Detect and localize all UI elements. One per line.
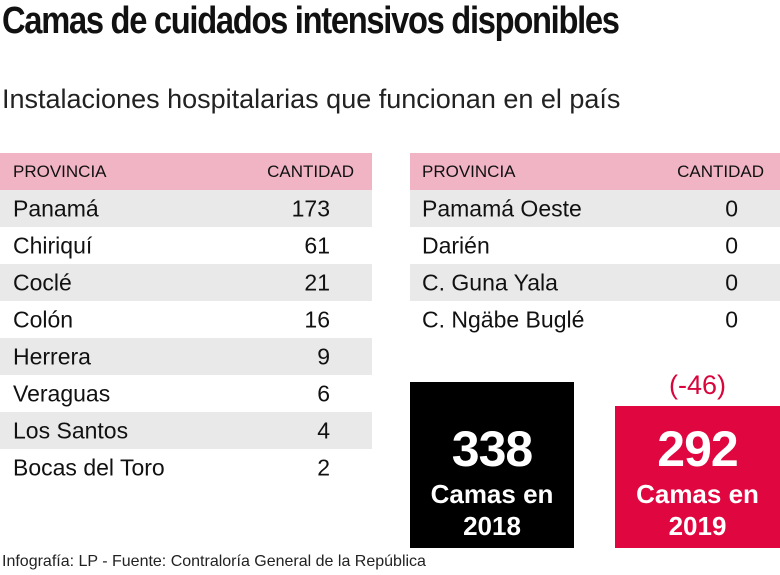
province: Bocas del Toro bbox=[13, 454, 165, 480]
province: Colón bbox=[13, 306, 74, 332]
column-header: PROVINCIA bbox=[13, 161, 107, 181]
province: Chiriquí bbox=[13, 232, 93, 258]
count: 0 bbox=[725, 269, 738, 295]
column-header: CANTIDAD bbox=[677, 161, 764, 181]
footer: Infografía: LP - Fuente: Contraloría Gen… bbox=[2, 553, 426, 570]
subtitle: Instalaciones hospitalarias que funciona… bbox=[2, 84, 621, 114]
province: C. Ngäbe Buglé bbox=[422, 306, 585, 332]
total-year: 2019 bbox=[668, 511, 727, 541]
table-row: Colón 16 bbox=[0, 301, 372, 338]
change: (-46) bbox=[668, 370, 726, 400]
column-header: PROVINCIA bbox=[422, 161, 516, 181]
header-row: PROVINCIA CANTIDAD bbox=[410, 153, 780, 190]
header-row: PROVINCIA CANTIDAD bbox=[0, 153, 372, 190]
province: C. Guna Yala bbox=[422, 269, 558, 295]
count: 2 bbox=[317, 454, 330, 480]
table-row: Panamá 173 bbox=[0, 190, 372, 227]
table-row: C. Ngäbe Buglé 0 bbox=[410, 301, 780, 338]
total-label: Camas en bbox=[430, 479, 554, 509]
title: Camas de cuidados intensivos disponibles bbox=[2, 0, 620, 42]
table-row: Herrera 9 bbox=[0, 338, 372, 375]
total-label: Camas en bbox=[636, 479, 759, 509]
count: 0 bbox=[725, 306, 738, 332]
table: PROVINCIA CANTIDAD Pamamá Oeste 0 Darién 0 C. … bbox=[410, 153, 780, 338]
province: Panamá bbox=[13, 195, 99, 221]
total-box: 338 Camas en 2018 bbox=[410, 382, 574, 548]
table-row: Chiriquí 61 bbox=[0, 227, 372, 264]
count: 61 bbox=[304, 232, 330, 258]
table-row: Los Santos 4 bbox=[0, 412, 372, 449]
count: 173 bbox=[291, 195, 330, 221]
count: 9 bbox=[317, 343, 330, 369]
table-row: Bocas del Toro 2 bbox=[0, 449, 372, 486]
count: 0 bbox=[725, 232, 738, 258]
table: PROVINCIA CANTIDAD Panamá 173 Chiriquí 61 Cocl… bbox=[0, 153, 372, 486]
total-year: 2018 bbox=[463, 511, 521, 541]
province: Darién bbox=[422, 232, 490, 258]
total-box: 292 Camas en 2019 bbox=[615, 406, 780, 548]
total-value: 338 bbox=[451, 421, 533, 477]
count: 6 bbox=[317, 380, 330, 406]
province: Veraguas bbox=[13, 380, 111, 406]
total-value: 292 bbox=[657, 421, 738, 477]
table-row: Coclé 21 bbox=[0, 264, 372, 301]
column-header: CANTIDAD bbox=[267, 161, 354, 181]
table-row: Pamamá Oeste 0 bbox=[410, 190, 780, 227]
province: Herrera bbox=[13, 343, 91, 369]
table-row: Darién 0 bbox=[410, 227, 780, 264]
table-row: Veraguas 6 bbox=[0, 375, 372, 412]
table-row: C. Guna Yala 0 bbox=[410, 264, 780, 301]
count: 21 bbox=[304, 269, 330, 295]
count: 16 bbox=[304, 306, 330, 332]
count: 4 bbox=[317, 417, 330, 443]
province: Los Santos bbox=[13, 417, 129, 443]
count: 0 bbox=[725, 195, 738, 221]
province: Pamamá Oeste bbox=[422, 195, 582, 221]
province: Coclé bbox=[13, 269, 72, 295]
